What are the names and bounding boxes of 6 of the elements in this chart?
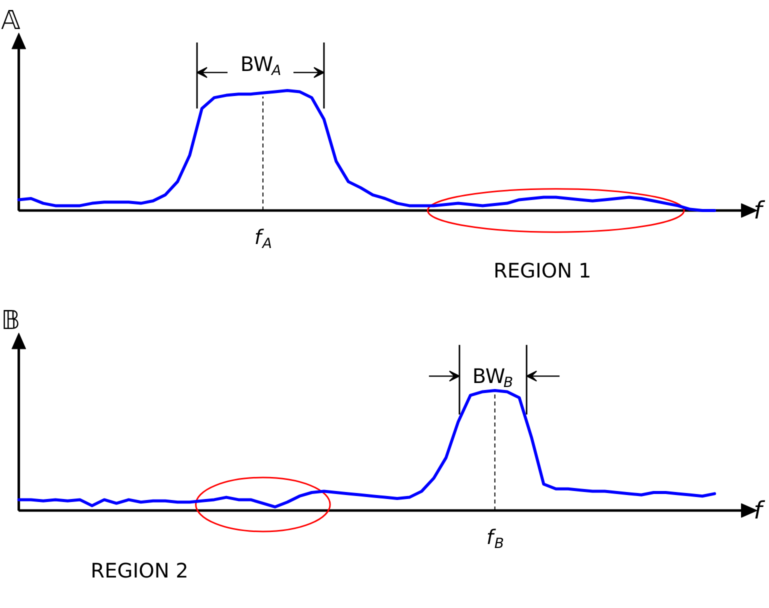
y-axis-title: 𝔸 [1,6,22,36]
text: REGION 2 [90,558,188,582]
x-axis-title: f [754,496,766,524]
x-axis-title: f [754,196,766,224]
text: REGION 1 [493,258,592,282]
y-axis-title: 𝔹 [1,306,20,336]
